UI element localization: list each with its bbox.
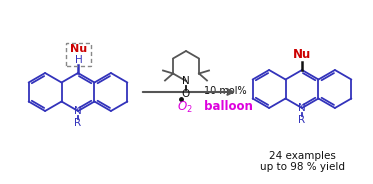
Text: N: N bbox=[74, 106, 82, 116]
Text: up to 98 % yield: up to 98 % yield bbox=[260, 162, 345, 172]
Text: Nu: Nu bbox=[70, 44, 88, 54]
Text: 10 mol%: 10 mol% bbox=[204, 86, 247, 96]
Text: H: H bbox=[75, 55, 83, 65]
Text: R: R bbox=[298, 115, 305, 125]
Text: Nu: Nu bbox=[293, 47, 311, 61]
Text: R: R bbox=[75, 118, 82, 128]
Text: O: O bbox=[182, 89, 190, 99]
Text: 24 examples: 24 examples bbox=[269, 151, 335, 161]
Text: N: N bbox=[182, 76, 190, 86]
Text: N: N bbox=[298, 103, 306, 113]
Text: balloon: balloon bbox=[200, 100, 253, 114]
Text: $O_2$: $O_2$ bbox=[177, 99, 193, 115]
